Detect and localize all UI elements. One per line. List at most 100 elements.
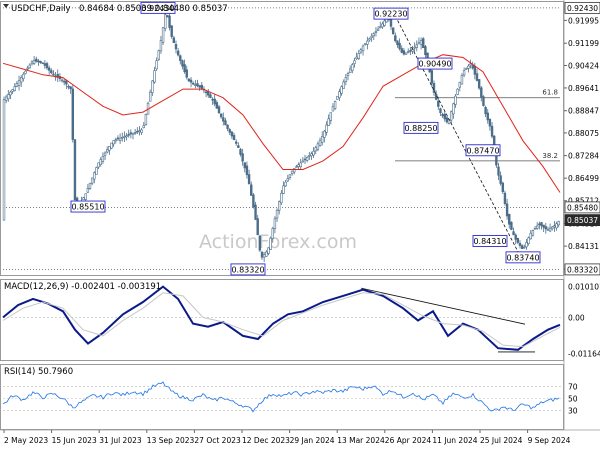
- candle: [548, 227, 552, 232]
- candle: [131, 132, 135, 135]
- price-tick-label: 0.91199: [568, 39, 599, 48]
- price-annotation-box: [140, 1, 176, 14]
- date-tick-label: 26 Apr 2024: [385, 436, 432, 445]
- candle: [458, 81, 461, 88]
- candle: [73, 139, 77, 200]
- candle: [65, 80, 68, 85]
- candle: [235, 141, 238, 144]
- candle: [82, 197, 85, 201]
- candle: [381, 23, 384, 28]
- candle: [490, 125, 494, 137]
- candle: [531, 230, 535, 236]
- price-annotation-label: 0.84310: [473, 237, 506, 246]
- price-annotation-box: [465, 144, 501, 157]
- candle: [159, 40, 163, 52]
- candle: [67, 85, 70, 88]
- candle: [402, 50, 406, 55]
- candle: [15, 83, 19, 87]
- candle: [525, 242, 528, 248]
- candle: [45, 63, 49, 69]
- rsi-tick-label: 30: [568, 406, 578, 415]
- candle: [84, 193, 87, 200]
- price-annotation-label: 0.87470: [466, 146, 499, 155]
- price-annotation-box: [403, 121, 439, 134]
- price-tick-label: 0.90424: [568, 61, 599, 70]
- date-tick-label: 9 Sep 2024: [528, 436, 571, 445]
- candle: [477, 79, 481, 89]
- price-tick-label: 0.89641: [568, 84, 599, 93]
- candle: [39, 61, 42, 63]
- candle: [24, 70, 27, 74]
- candle: [41, 62, 44, 64]
- candle: [557, 221, 560, 226]
- trendline: [392, 11, 524, 262]
- candle: [514, 234, 517, 240]
- candle: [62, 80, 66, 83]
- candle: [553, 225, 556, 228]
- candle: [520, 245, 524, 249]
- candle: [389, 19, 393, 27]
- price-badge-label: 0.83320: [567, 265, 598, 274]
- candle: [518, 243, 522, 246]
- price-level-badge: [564, 201, 600, 214]
- candle: [245, 165, 249, 176]
- symbol-dropdown-icon[interactable]: [3, 4, 9, 8]
- candle: [4, 96, 8, 101]
- candle: [366, 40, 369, 45]
- candle: [331, 106, 335, 112]
- price-level-badge: [564, 1, 600, 14]
- rsi-line: [2, 381, 560, 413]
- candle: [303, 158, 307, 161]
- candle: [204, 91, 208, 94]
- fib-label: 38.2: [542, 152, 558, 160]
- candle: [179, 55, 182, 61]
- candle: [480, 87, 483, 98]
- candle: [187, 78, 191, 82]
- candle: [308, 155, 311, 157]
- candle: [503, 192, 507, 204]
- candle: [26, 67, 29, 70]
- price-layer: 61.8 38.2 0.92430 0.92230 0.90490 0.88250 0.87…: [2, 1, 561, 276]
- candle: [363, 43, 367, 45]
- candle: [43, 63, 47, 66]
- candle: [228, 129, 231, 133]
- date-tick-label: 27 Oct 2023: [194, 436, 241, 445]
- candle: [200, 84, 203, 89]
- candle: [118, 137, 122, 141]
- price-annotation-label: 0.83320: [231, 265, 264, 274]
- candle: [97, 162, 100, 168]
- price-badge-label: 0.92430: [567, 4, 598, 13]
- candle: [297, 164, 300, 167]
- candle: [286, 178, 289, 182]
- candle: [99, 159, 102, 165]
- candle: [398, 42, 401, 49]
- candle: [340, 86, 343, 94]
- price-tick-label: 0.84131: [568, 242, 599, 251]
- candle: [555, 223, 558, 229]
- candle: [258, 235, 262, 251]
- candle: [110, 142, 113, 149]
- macd-tick-label: 0.010101: [568, 282, 600, 291]
- date-tick-label: 13 Mar 2024: [337, 436, 385, 445]
- candle: [510, 221, 513, 230]
- candle: [361, 45, 365, 52]
- candle: [452, 103, 455, 115]
- price-badge-label: 0.85037: [567, 216, 598, 225]
- candle: [443, 113, 446, 120]
- macd-tick-label: 0.00: [568, 313, 585, 322]
- price-badge-label: 0.85480: [567, 203, 598, 212]
- candle: [125, 135, 128, 138]
- macd-title: MACD(12,26,9) -0.002401 -0.003191: [4, 282, 161, 292]
- candle: [424, 46, 427, 56]
- price-tick-label: 0.88847: [568, 107, 599, 116]
- price-tick-label: 0.88075: [568, 129, 599, 138]
- symbol-label: USDCHF,Daily: [11, 4, 71, 14]
- candle: [52, 73, 55, 76]
- candle: [422, 38, 425, 49]
- candle: [434, 93, 438, 100]
- candle: [327, 118, 330, 126]
- price-annotation-box: [505, 251, 541, 264]
- candle: [226, 124, 229, 129]
